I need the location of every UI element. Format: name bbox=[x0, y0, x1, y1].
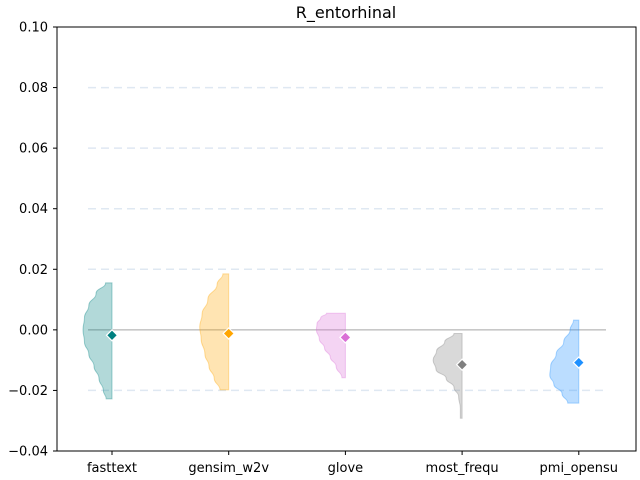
violin-most_frequ bbox=[432, 332, 463, 419]
violin-pmi_opensu bbox=[549, 319, 580, 404]
y-tick-label: 0.08 bbox=[19, 81, 48, 96]
violin-gensim_w2v bbox=[199, 273, 230, 391]
y-tick-label: 0.00 bbox=[19, 323, 48, 338]
x-tick-label: most_frequ bbox=[426, 461, 499, 476]
x-axis-ticks: fasttext gensim_w2v glove most_frequ pmi_ope… bbox=[87, 451, 618, 476]
marker-fasttext bbox=[105, 328, 119, 342]
marker-glove bbox=[339, 331, 352, 344]
y-tick-label: 0.02 bbox=[19, 263, 48, 278]
x-tick-label: fasttext bbox=[87, 461, 137, 476]
violins bbox=[82, 273, 580, 419]
y-tick-label: 0.10 bbox=[19, 21, 48, 36]
marker-gensim_w2v bbox=[222, 327, 236, 340]
violin-glove bbox=[315, 312, 346, 379]
violin-fasttext bbox=[82, 282, 113, 400]
y-tick-label: 0.06 bbox=[19, 142, 48, 157]
y-tick-label: −0.02 bbox=[8, 384, 48, 399]
y-axis-ticks: 0.10 0.08 0.06 0.04 0.02 0.00 −0.02 −0.04 bbox=[8, 21, 57, 460]
chart-title: R_entorhinal bbox=[296, 3, 396, 23]
marker-most_frequ bbox=[455, 358, 469, 372]
x-tick-label: glove bbox=[328, 461, 364, 476]
plot-frame bbox=[56, 26, 637, 452]
y-tick-label: −0.04 bbox=[8, 445, 48, 460]
y-tick-label: 0.04 bbox=[19, 202, 48, 217]
median-markers bbox=[105, 327, 586, 372]
grid-lines bbox=[88, 86, 606, 392]
x-tick-label: gensim_w2v bbox=[188, 461, 269, 476]
marker-pmi_opensu bbox=[572, 356, 586, 369]
x-tick-label: pmi_opensu bbox=[540, 461, 618, 476]
